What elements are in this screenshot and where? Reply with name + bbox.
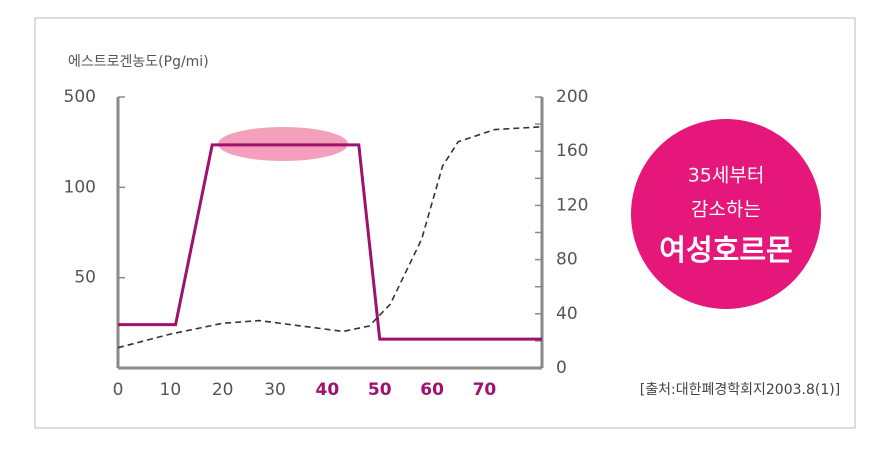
y-tick-label: 500 bbox=[64, 87, 96, 107]
y2-tick-label: 200 bbox=[556, 87, 588, 107]
x-tick-label: 70 bbox=[473, 380, 497, 400]
y2-tick-label: 160 bbox=[556, 141, 588, 161]
badge-circle bbox=[631, 119, 821, 309]
series-line bbox=[117, 126, 543, 349]
x-tick-label: 50 bbox=[368, 380, 392, 400]
x-tick-label: 60 bbox=[420, 380, 444, 400]
badge-text: 감소하는 bbox=[691, 199, 761, 221]
x-tick-label: 20 bbox=[212, 380, 234, 400]
y-axis-label: 에스트로겐농도(Pg/mi) bbox=[68, 54, 209, 70]
y-tick-label: 100 bbox=[64, 177, 96, 197]
x-tick-label: 10 bbox=[160, 380, 182, 400]
badge-text: 35세부터 bbox=[688, 165, 765, 187]
y-tick-label: 50 bbox=[74, 268, 96, 288]
y2-tick-label: 40 bbox=[556, 304, 578, 324]
badge-text: 여성호르몬 bbox=[659, 233, 792, 267]
y2-tick-label: 0 bbox=[556, 358, 567, 378]
series-line bbox=[118, 143, 542, 341]
y2-tick-label: 80 bbox=[556, 250, 578, 270]
x-tick-label: 0 bbox=[113, 380, 124, 400]
x-tick-label: 40 bbox=[316, 380, 340, 400]
source: [출처:대한폐경학회지2003.8(1)] bbox=[640, 382, 840, 398]
y2-tick-label: 120 bbox=[556, 195, 588, 215]
x-tick-label: 30 bbox=[264, 380, 286, 400]
